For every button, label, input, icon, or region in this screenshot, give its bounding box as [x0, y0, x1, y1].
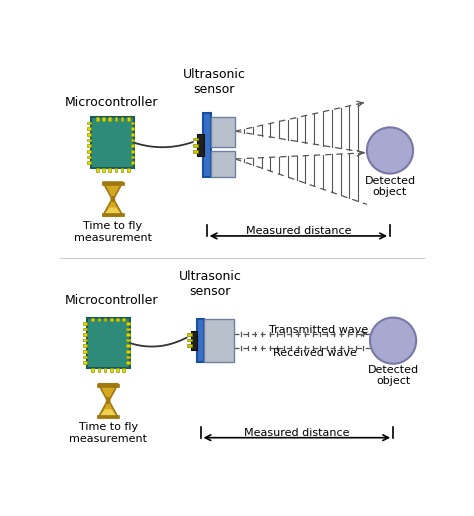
Bar: [102, 168, 105, 172]
Bar: [104, 317, 107, 321]
Text: Time to fly
measurement: Time to fly measurement: [69, 422, 147, 444]
Bar: [102, 182, 124, 185]
Bar: [83, 361, 87, 364]
Bar: [87, 122, 91, 124]
Bar: [130, 122, 134, 124]
Bar: [97, 384, 119, 387]
Bar: [121, 168, 123, 172]
Bar: [126, 350, 130, 353]
Bar: [110, 317, 113, 321]
Bar: [98, 317, 100, 321]
Bar: [130, 144, 134, 147]
Text: Received wave: Received wave: [273, 348, 356, 358]
Text: Measured distance: Measured distance: [244, 428, 349, 438]
Bar: [122, 368, 125, 372]
Bar: [87, 317, 130, 368]
Bar: [126, 356, 130, 359]
Text: Ultrasonic
sensor: Ultrasonic sensor: [183, 68, 246, 96]
Bar: [102, 213, 124, 216]
Polygon shape: [103, 182, 123, 216]
Bar: [193, 144, 198, 147]
Bar: [98, 368, 100, 372]
Bar: [198, 134, 204, 156]
Bar: [191, 331, 198, 350]
Bar: [115, 168, 117, 172]
Bar: [187, 333, 192, 336]
Polygon shape: [98, 384, 118, 417]
Circle shape: [367, 127, 413, 173]
Bar: [187, 338, 192, 342]
Bar: [87, 150, 91, 153]
Bar: [204, 319, 234, 362]
Bar: [130, 127, 134, 130]
Bar: [126, 328, 130, 330]
Text: Transmitted wave: Transmitted wave: [269, 325, 368, 335]
Bar: [83, 356, 87, 359]
Bar: [130, 161, 134, 164]
Bar: [130, 133, 134, 136]
Polygon shape: [100, 409, 117, 416]
Bar: [96, 168, 99, 172]
Bar: [91, 368, 94, 372]
Bar: [87, 144, 91, 147]
Bar: [126, 345, 130, 347]
Bar: [210, 151, 235, 178]
Bar: [96, 117, 99, 121]
Bar: [122, 317, 125, 321]
Bar: [109, 117, 111, 121]
Bar: [91, 117, 134, 168]
Bar: [83, 333, 87, 336]
Bar: [102, 117, 105, 121]
Bar: [87, 139, 91, 141]
Bar: [197, 319, 204, 362]
Bar: [116, 368, 119, 372]
Circle shape: [370, 317, 416, 364]
Bar: [203, 112, 210, 178]
Bar: [126, 361, 130, 364]
Bar: [193, 138, 198, 140]
Bar: [127, 117, 129, 121]
Bar: [83, 345, 87, 347]
Bar: [110, 368, 113, 372]
Text: Measured distance: Measured distance: [246, 227, 351, 236]
Text: Microcontroller: Microcontroller: [64, 96, 158, 109]
Bar: [187, 344, 192, 347]
Text: Detected
object: Detected object: [365, 176, 416, 198]
Bar: [130, 150, 134, 153]
Bar: [83, 328, 87, 330]
Bar: [87, 161, 91, 164]
Bar: [126, 322, 130, 325]
Bar: [104, 368, 107, 372]
Bar: [193, 150, 198, 153]
Text: Detected
object: Detected object: [367, 364, 419, 386]
Bar: [87, 155, 91, 158]
Bar: [130, 139, 134, 141]
Bar: [87, 127, 91, 130]
Bar: [97, 414, 119, 417]
Bar: [91, 317, 94, 321]
Bar: [126, 339, 130, 342]
Bar: [109, 168, 111, 172]
Polygon shape: [104, 207, 121, 214]
Bar: [116, 317, 119, 321]
Bar: [210, 117, 235, 147]
Bar: [87, 133, 91, 136]
Text: Time to fly
measurement: Time to fly measurement: [74, 221, 152, 243]
Bar: [127, 168, 129, 172]
Bar: [126, 333, 130, 336]
Bar: [83, 322, 87, 325]
Bar: [121, 117, 123, 121]
Bar: [130, 155, 134, 158]
Bar: [83, 339, 87, 342]
Text: Ultrasonic
sensor: Ultrasonic sensor: [178, 270, 241, 298]
Bar: [115, 117, 117, 121]
Bar: [83, 350, 87, 353]
Text: Microcontroller: Microcontroller: [64, 295, 158, 308]
